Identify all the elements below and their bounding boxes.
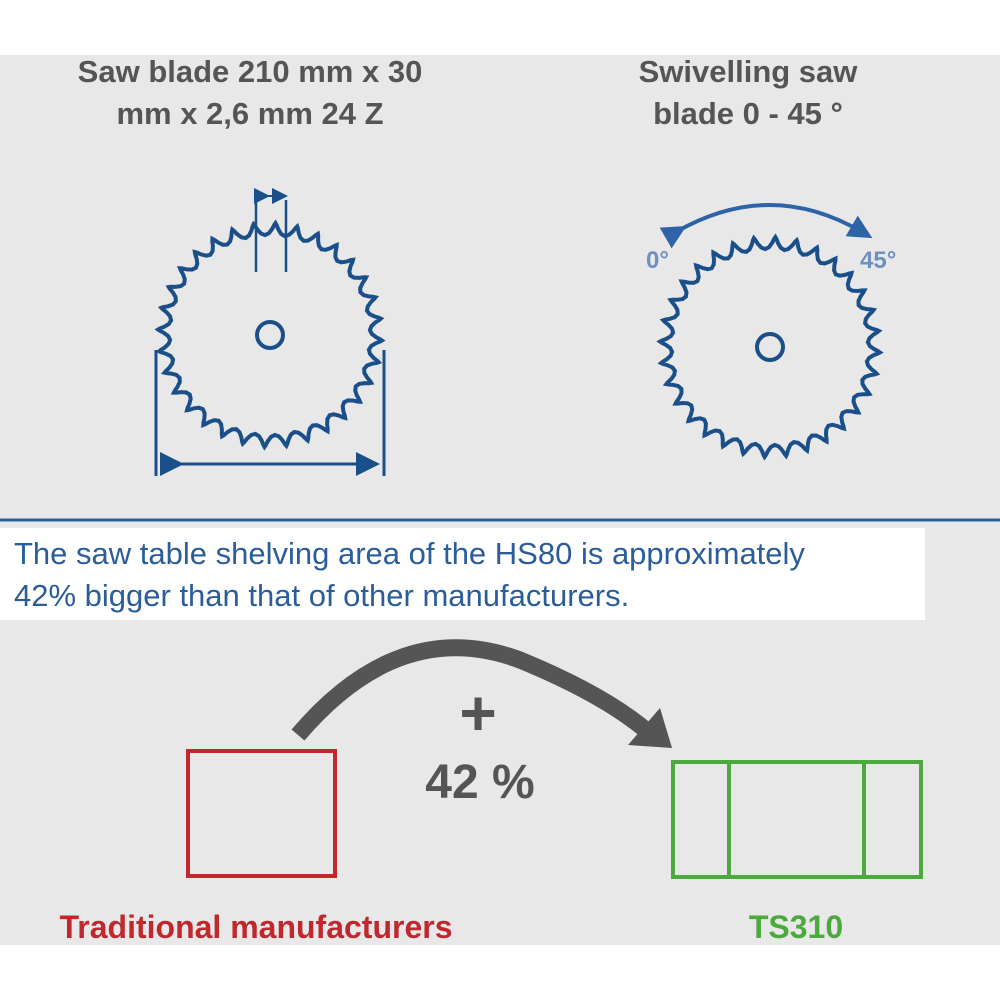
plus-sign: + [459,677,496,749]
saw-blade [656,203,884,461]
blade-teeth [656,233,884,461]
traditional-area [186,749,337,878]
growth-arrow-head [628,708,672,748]
left-title: mm x 2,6 mm 24 Z [116,96,383,131]
saw-blade [154,188,386,476]
info-box [0,528,925,620]
right-title: Swivelling saw [639,54,859,89]
info-text: The saw table shelving area of the HS80 … [14,536,805,571]
ts310-label: TS310 [749,909,843,945]
traditional-label: Traditional manufacturers [60,909,453,945]
increase-label: 42 % [425,756,534,809]
angle-label: 0° [646,247,669,274]
blade-teeth [154,219,386,451]
right-title: blade 0 - 45 ° [653,96,843,131]
ts310-outline [671,760,923,879]
arbor-hole [755,332,785,362]
ts310-area [671,760,923,879]
left-title: Saw blade 210 mm x 30 [78,54,423,89]
growth-arrow [291,639,654,741]
background [0,55,1000,945]
angle-label: 45° [860,247,896,274]
info-text: 42% bigger than that of other manufactur… [14,578,629,613]
swivel-arrow [659,203,873,249]
arbor-hole [255,320,285,350]
